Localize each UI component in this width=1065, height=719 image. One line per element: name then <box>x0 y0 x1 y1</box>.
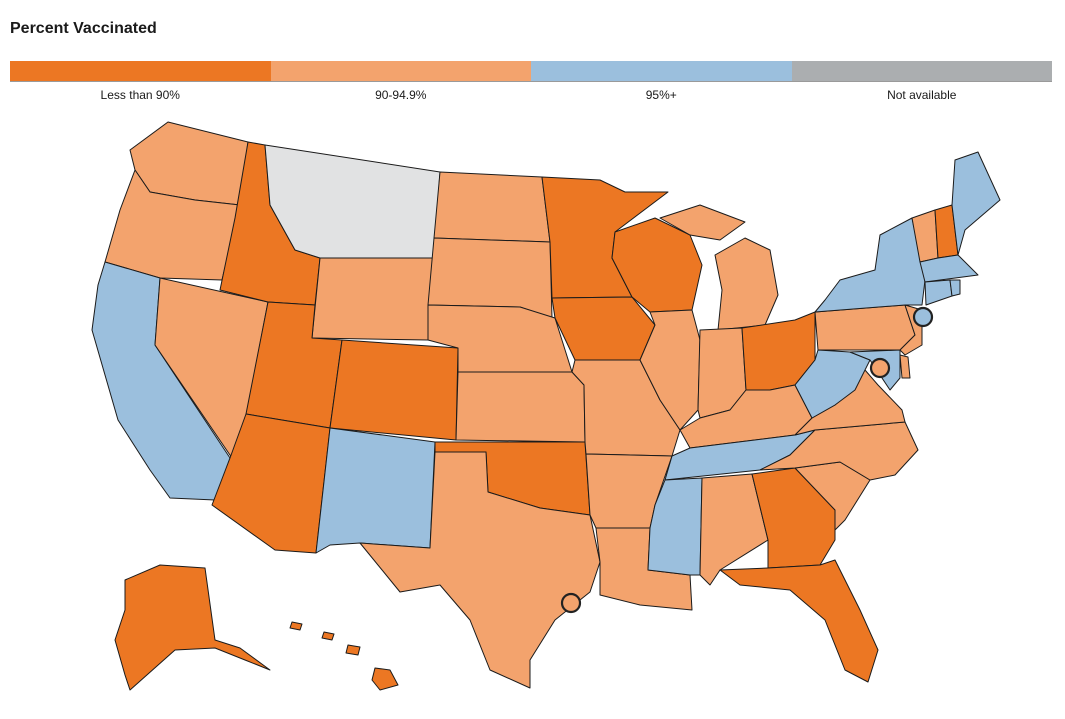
state-HI-kauai[interactable] <box>289 621 303 631</box>
state-CT[interactable] <box>924 279 953 306</box>
state-PA[interactable] <box>814 304 916 351</box>
state-NY[interactable] <box>814 217 926 313</box>
legend-swatch-95-plus <box>531 61 792 81</box>
city-marker-new-york[interactable] <box>912 306 934 328</box>
state-HI-maui[interactable] <box>345 644 361 656</box>
legend-label-not-available: Not available <box>887 88 957 102</box>
state-HI[interactable] <box>371 667 399 691</box>
legend: Less than 90% 90-94.9% 95%+ Not availabl… <box>10 61 1052 102</box>
page-title: Percent Vaccinated <box>10 20 157 37</box>
state-KS[interactable] <box>455 371 586 443</box>
state-NM[interactable] <box>315 427 436 554</box>
state-ME[interactable] <box>951 151 1001 256</box>
state-DE[interactable] <box>899 354 911 379</box>
state-MI-upper[interactable] <box>659 204 746 241</box>
legend-swatch-90-94 <box>270 61 531 81</box>
state-MD[interactable] <box>849 349 901 391</box>
legend-label-95-plus: 95%+ <box>645 88 677 102</box>
state-IA[interactable] <box>551 296 656 361</box>
state-TX[interactable] <box>359 451 601 689</box>
state-RI[interactable] <box>949 279 961 297</box>
legend-swatch-less-than-90 <box>10 61 271 81</box>
state-HI-oahu[interactable] <box>321 631 335 641</box>
state-WY[interactable] <box>311 257 435 341</box>
state-MA[interactable] <box>919 254 979 283</box>
us-map <box>91 121 1001 691</box>
legend-swatch-not-available <box>791 61 1052 81</box>
state-MI[interactable] <box>714 237 779 331</box>
state-CO[interactable] <box>329 339 459 441</box>
legend-label-less-than-90: Less than 90% <box>100 88 180 102</box>
legend-bar <box>10 61 1052 82</box>
state-FL[interactable] <box>719 559 879 683</box>
state-ND[interactable] <box>433 171 551 243</box>
state-MT[interactable] <box>264 144 441 259</box>
state-AK[interactable] <box>114 564 271 691</box>
legend-label-90-94: 90-94.9% <box>375 88 427 102</box>
city-marker-houston[interactable] <box>560 592 582 614</box>
city-marker-washington-dc[interactable] <box>869 357 891 379</box>
